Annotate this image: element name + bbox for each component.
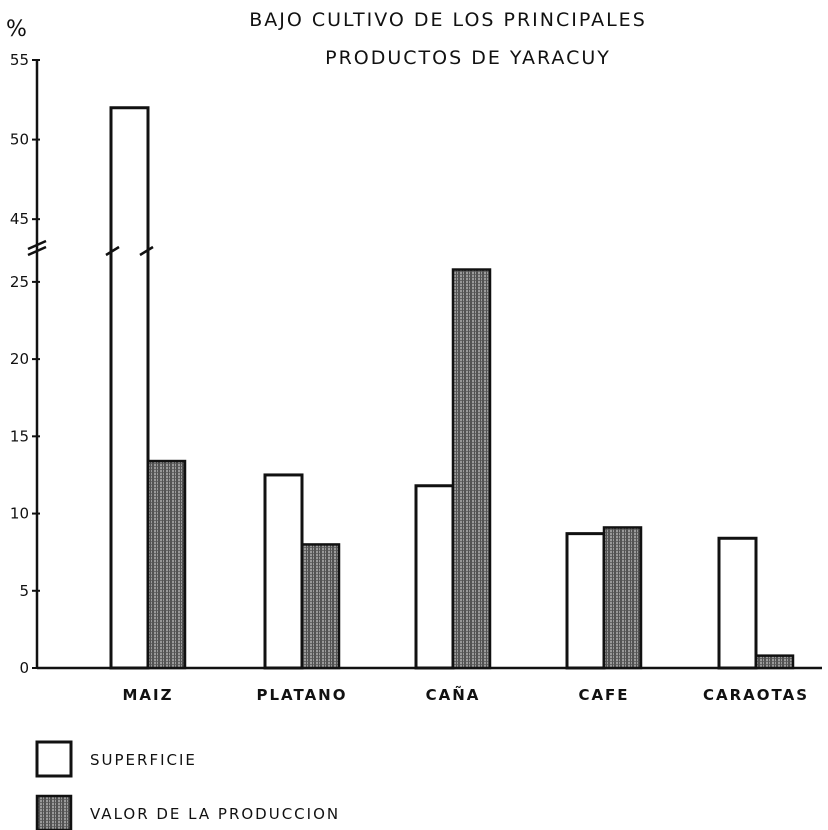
x-category-label: PLATANO [257,686,348,704]
x-category-label: CAFE [578,686,629,704]
bar-superficie-platano [263,473,304,670]
y-tick-label: 10 [10,505,29,523]
bar-valor-caña [451,268,492,670]
legend-label: SUPERFICIE [90,751,197,769]
bar-valor-caraotas [754,654,795,670]
bars [105,106,795,670]
chart-title-line-1: BAJO CULTIVO DE LOS PRINCIPALES [249,9,647,31]
y-tick-label: 55 [10,51,29,69]
legend-label: VALOR DE LA PRODUCCION [90,805,340,823]
y-tick-label: 25 [10,273,29,291]
y-tick-label: 5 [19,582,29,600]
x-category-label: MAIZ [123,686,174,704]
bar-valor-cafe [602,526,643,670]
legend-swatch-valor [35,794,73,830]
y-tick-label: 15 [10,427,29,445]
x-category-label: CAÑA [426,685,481,704]
y-axis: 0 5 10 15 20 25 45 50 55 [10,51,47,677]
bar-superficie-caña [414,484,455,670]
bar-superficie-caraotas [717,536,758,670]
legend-swatch-superficie [35,740,73,778]
y-tick-label: 50 [10,131,29,149]
bar-superficie-cafe [565,532,606,670]
bar-valor-maiz [146,459,187,670]
bar-valor-platano [300,543,341,670]
axis-break-mark [27,239,47,257]
chart-title-line-2: PRODUCTOS DE YARACUY [325,47,611,69]
bar-break-mark [105,245,154,257]
y-tick-label: 45 [10,210,29,228]
y-tick-label: 0 [19,659,29,677]
x-category-label: CARAOTAS [703,686,809,704]
bar-superficie-maiz [109,106,150,670]
category-labels: MAIZ PLATANO CAÑA CAFE CARAOTAS [123,685,809,704]
y-unit-label: % [6,17,27,42]
y-tick-label: 20 [10,350,29,368]
legend: SUPERFICIE VALOR DE LA PRODUCCION [35,740,340,830]
